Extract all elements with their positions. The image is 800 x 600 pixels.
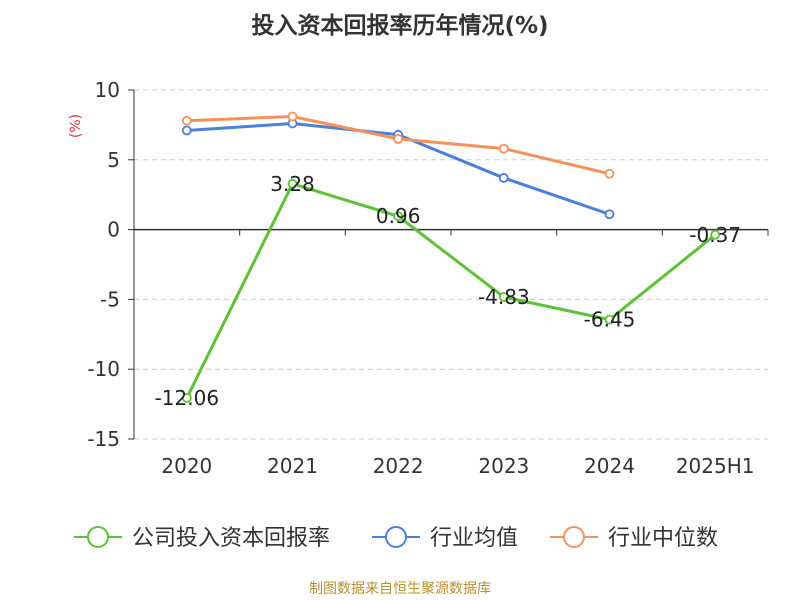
y-tick-label: -15 (87, 427, 120, 451)
data-point (181, 125, 192, 136)
legend-marker (385, 526, 407, 548)
data-label: -12.06 (155, 386, 219, 410)
data-label: -0.37 (689, 223, 741, 247)
series-line-0 (185, 182, 717, 399)
data-point (710, 229, 721, 240)
y-tick-label: 10 (95, 78, 120, 102)
x-tick-label: 2020 (161, 454, 212, 478)
y-tick-label: -5 (100, 287, 120, 311)
data-point (604, 314, 615, 325)
data-point (393, 133, 404, 144)
data-point (604, 209, 615, 220)
data-labels: -12.06 3.28 0.96 -4.83 -6.45 -0.37 (155, 172, 741, 410)
data-label: -6.45 (584, 308, 636, 332)
data-point (498, 173, 509, 183)
data-point (181, 115, 192, 126)
data-point (393, 211, 404, 222)
x-tick-label: 2025H1 (676, 454, 755, 478)
x-tick-label: 2021 (267, 454, 318, 478)
data-label: 3.28 (270, 172, 315, 196)
legend-label: 公司投入资本回报率 (132, 526, 330, 551)
legend-label: 行业中位数 (608, 526, 718, 551)
source-footer: 制图数据来自恒生聚源数据库 (309, 581, 491, 597)
y-tick-label: -10 (87, 357, 120, 381)
data-point (498, 292, 509, 302)
data-label: 0.96 (376, 204, 421, 228)
data-label: -4.83 (478, 285, 530, 309)
legend-marker (87, 526, 109, 548)
chart-title: 投入资本回报率历年情况(%) (251, 13, 549, 39)
y-axis-label: (%) (68, 114, 84, 138)
y-tick-label: 0 (107, 218, 120, 242)
legend-marker (563, 526, 585, 548)
data-point (181, 393, 192, 403)
gridlines (134, 89, 768, 440)
data-point (287, 178, 298, 189)
x-tick-label: 2023 (478, 454, 529, 478)
data-point (287, 111, 298, 122)
legend: 公司投入资本回报率 行业均值 行业中位数 (74, 526, 718, 551)
y-tick-label: 5 (107, 148, 120, 172)
data-point (604, 168, 615, 179)
series-layer (181, 111, 721, 403)
legend-label: 行业均值 (430, 526, 518, 551)
x-tick-label: 2024 (584, 454, 635, 478)
axes: 10 5 0 -5 -10 -15 2020 2021 2022 2023 2024 2025H1 (87, 78, 769, 478)
data-point (498, 143, 509, 154)
x-tick-label: 2022 (373, 454, 424, 478)
